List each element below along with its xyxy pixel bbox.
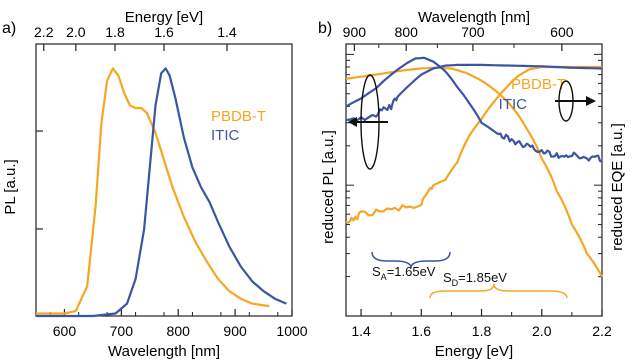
panel-b-legend-itic: ITIC <box>499 96 527 113</box>
panel-a-ylabel: PL [a.u.] <box>2 159 19 214</box>
panel-b-x-tick-label: 2.0 <box>532 323 552 339</box>
panel-b-top-axis-label: Wavelength [nm] <box>418 9 530 26</box>
panel-a-x-ticks: 600 700 800 900 1000 <box>36 130 308 339</box>
panel-a-top-tick-label: 1.4 <box>217 24 237 40</box>
panel-a-x-tick-label: 900 <box>223 323 247 339</box>
panel-a-legend-itic: ITIC <box>211 127 239 144</box>
panel-b-x-ticks: 1.4 1.6 1.8 2.0 2.2 <box>351 309 612 339</box>
panel-b-x-tick-label: 2.2 <box>592 323 612 339</box>
panel-b-series <box>345 56 603 278</box>
panel-a-x-tick-label: 800 <box>167 323 191 339</box>
eqe-axis-arrow-icon <box>555 80 596 122</box>
panel-a-top-ticks: 2.2 2.0 1.8 1.6 1.4 <box>34 24 237 51</box>
panel-a: a) Energy [eV] Wavelength [nm] PL [a.u.]… <box>2 9 308 360</box>
panel-a-x-tick-label: 600 <box>53 323 77 339</box>
panel-b-top-tick-label: 900 <box>343 24 367 40</box>
panel-a-plot-frame <box>35 43 293 317</box>
stokes-shift-brace-itic <box>371 251 451 269</box>
panel-a-line-itic <box>36 67 287 318</box>
panel-b: b) Wavelength [nm] Energy [eV] reduced P… <box>318 9 626 360</box>
panel-a-label: a) <box>2 20 16 37</box>
panel-b-line-pbdb-t-reduced-pl <box>345 66 603 278</box>
panel-b-x-tick-label: 1.6 <box>412 323 432 339</box>
panel-a-series <box>36 67 287 318</box>
panel-a-legend-pbdbt: PBDB-T <box>211 108 266 125</box>
pl-axis-arrow-icon <box>348 74 388 170</box>
panel-a-x-tick-label: 700 <box>110 323 134 339</box>
panel-b-x-tick-label: 1.4 <box>351 323 371 339</box>
panel-a-top-tick-label: 2.0 <box>66 24 86 40</box>
panel-b-top-tick-label: 700 <box>461 24 485 40</box>
stokes-shift-brace-pbdbt <box>429 283 568 299</box>
panel-b-top-tick-label: 800 <box>395 24 419 40</box>
panel-a-line-pbdb-t <box>36 67 270 315</box>
panel-a-x-tick-label: 1000 <box>276 323 307 339</box>
panel-b-line-itic-reduced-pl <box>345 56 603 163</box>
panel-b-legend-pbdbt: PBDB-T <box>511 76 566 93</box>
panel-b-ylabel-left: reduced PL [a.u.] <box>320 130 337 244</box>
panel-b-plot-frame <box>345 43 603 317</box>
panel-b-top-tick-label: 600 <box>550 24 574 40</box>
panel-a-top-tick-label: 1.6 <box>154 24 174 40</box>
annotation-sa-text: SA=1.65eV <box>372 264 436 282</box>
panel-b-xlabel: Energy [eV] <box>435 343 513 360</box>
panel-a-top-tick-label: 1.8 <box>105 24 125 40</box>
panel-a-top-axis-label: Energy [eV] <box>125 9 203 26</box>
panel-b-label: b) <box>318 20 332 37</box>
panel-b-top-ticks: 900 800 700 600 <box>343 24 574 51</box>
panel-b-line-itic-reduced-eqe <box>345 63 603 122</box>
panel-a-top-tick-label: 2.2 <box>34 24 54 40</box>
annotation-sd-text: SD=1.85eV <box>443 270 507 288</box>
panel-b-x-tick-label: 1.8 <box>472 323 492 339</box>
panel-a-xlabel: Wavelength [nm] <box>108 343 220 360</box>
panel-b-ylabel-right: reduced EQE [a.u.] <box>609 123 626 251</box>
